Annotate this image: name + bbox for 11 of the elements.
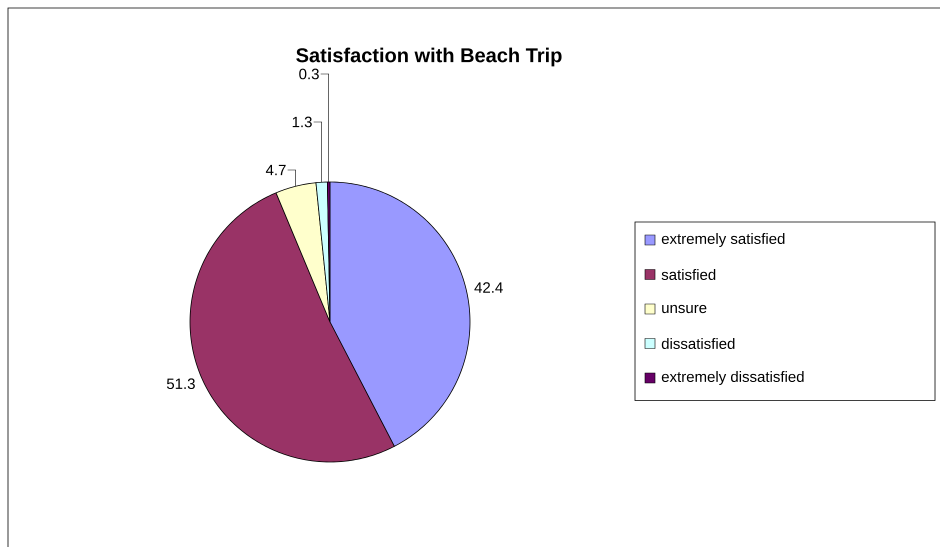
- legend-label: extremely satisfied: [662, 233, 784, 247]
- legend-label: unsure: [662, 304, 706, 314]
- data-label: 42.4: [474, 282, 503, 293]
- legend-label: satisfied: [662, 268, 716, 280]
- data-label: 0.3: [299, 68, 319, 80]
- chart-title: Satisfaction with Beach Trip: [296, 48, 562, 66]
- legend-label: extremely dissatisfied: [662, 371, 804, 385]
- data-label: 51.3: [166, 378, 195, 390]
- data-label: 1.3: [292, 116, 312, 128]
- data-label: 4.7: [266, 164, 286, 176]
- legend-label: dissatisfied: [662, 338, 734, 349]
